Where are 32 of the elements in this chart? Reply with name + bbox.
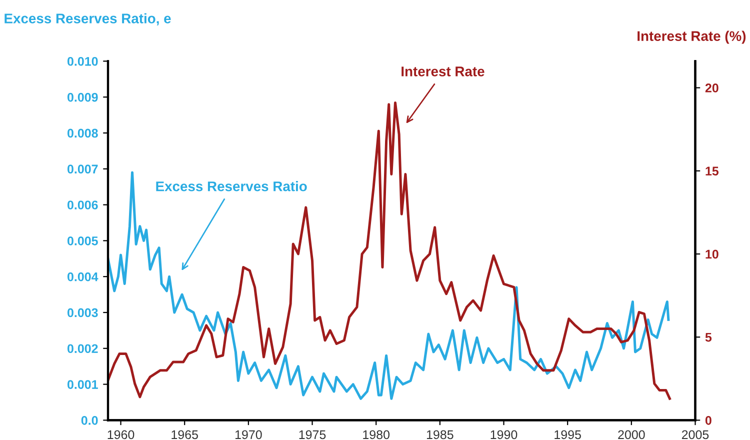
x-tick-label: 2000 bbox=[618, 430, 645, 440]
x-tick-label: 1960 bbox=[108, 430, 134, 440]
y-tick-label: 0.001 bbox=[67, 380, 98, 389]
y2-tick-label: 5 bbox=[705, 333, 712, 342]
y-tick-label: 0.004 bbox=[67, 272, 98, 282]
y2-axis-title: Interest Rate (%) bbox=[638, 30, 746, 44]
x-tick-label: 1975 bbox=[299, 430, 326, 440]
x-tick-label: 1970 bbox=[235, 430, 262, 440]
x-tick-label: 1995 bbox=[554, 430, 581, 440]
line-series bbox=[108, 171, 670, 400]
y-tick-label: 0.002 bbox=[67, 344, 98, 354]
y-tick-label: 0.007 bbox=[67, 164, 98, 174]
x-tick-label: 1980 bbox=[363, 430, 390, 440]
y2-tick-label: 0 bbox=[705, 416, 712, 425]
y-tick-label: 0.008 bbox=[67, 128, 98, 138]
y2-tick-label: 20 bbox=[705, 84, 718, 92]
x-tick-label: 1990 bbox=[490, 430, 518, 440]
annotation: Interest Rate bbox=[402, 66, 484, 76]
y2-tick-label: 15 bbox=[706, 166, 719, 176]
y-tick-label: 0.006 bbox=[67, 200, 98, 210]
x-tick-label: 2005 bbox=[682, 430, 709, 440]
y2-tick-label: 10 bbox=[706, 250, 718, 259]
y-tick-label: 0.005 bbox=[67, 236, 98, 246]
line-series bbox=[108, 101, 671, 400]
x-tick-label: 1985 bbox=[426, 430, 454, 440]
y-tick-label: 0.0 bbox=[81, 416, 98, 425]
y-tick-label: 0.010 bbox=[67, 56, 98, 66]
y-axis-title: Excess Reserves Ratio, e bbox=[4, 13, 171, 26]
x-tick-label: 1965 bbox=[172, 430, 198, 440]
annotation: Excess Reserves Ratio bbox=[156, 181, 307, 192]
y-tick-label: 0.009 bbox=[67, 92, 98, 102]
y-tick-label: 0.003 bbox=[67, 308, 98, 318]
